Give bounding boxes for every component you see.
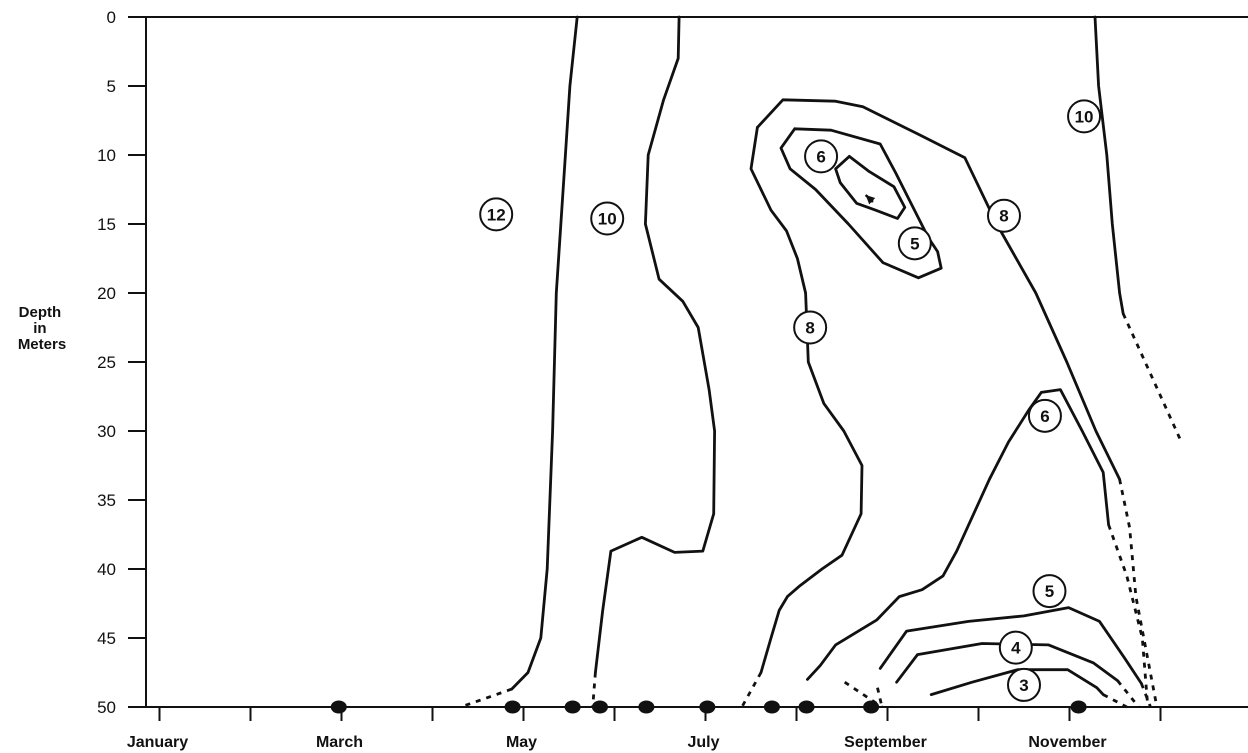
y-axis-title-line: Depth xyxy=(19,304,62,321)
contour-label: 6 xyxy=(1027,398,1062,433)
sample-marker xyxy=(591,700,608,714)
y-axis-title: Depth in Meters xyxy=(18,304,66,353)
isoline-5-dashed xyxy=(1140,682,1152,708)
x-month-label: September xyxy=(844,734,927,751)
y-tick-label: 35 xyxy=(97,491,116,510)
contour-label: 10 xyxy=(1067,99,1102,134)
sample-marker xyxy=(798,700,815,714)
y-tick-label: 50 xyxy=(97,698,116,717)
x-month-label: March xyxy=(316,734,363,751)
contour-labels: 12 10 10 8 8 6 6 5 5 4 3 xyxy=(479,99,1102,702)
isoline-10 xyxy=(594,15,716,674)
y-axis-title-line: Meters xyxy=(18,336,66,353)
contour-label-circle xyxy=(1067,99,1102,134)
contour-label-circle xyxy=(986,198,1021,233)
isoline-3 xyxy=(929,668,1105,696)
contour-label-circle xyxy=(804,139,839,174)
sample-marker xyxy=(1070,700,1087,714)
isoline-12 xyxy=(510,15,579,691)
isoline-5 xyxy=(878,606,1143,685)
contour-label-text: 12 xyxy=(487,205,506,224)
contour-label-text: 5 xyxy=(910,234,919,253)
y-axis-title-line: in xyxy=(33,320,46,337)
contour-label-text: 10 xyxy=(598,209,617,228)
x-month-label: July xyxy=(687,734,719,751)
sample-marker xyxy=(638,700,655,714)
contour-label: 10 xyxy=(590,201,625,236)
contour-label-text: 6 xyxy=(816,147,825,166)
isoline-6 xyxy=(806,388,1110,681)
isoline-8-dashed xyxy=(1118,479,1159,708)
x-axis: January March May July September November xyxy=(127,707,1162,751)
contour-label-circle xyxy=(897,226,932,261)
isoline-8-dashed xyxy=(740,671,763,708)
isoline-10 xyxy=(1093,15,1125,316)
y-tick-label: 5 xyxy=(107,77,116,96)
contour-label: 5 xyxy=(897,226,932,261)
contour-label-circle xyxy=(590,201,625,236)
contour-label: 8 xyxy=(793,310,828,345)
y-tick-label: 30 xyxy=(97,422,116,441)
contour-label-text: 3 xyxy=(1019,676,1028,695)
x-month-label: May xyxy=(506,734,537,751)
isoline-5 xyxy=(834,154,907,220)
contour-label: 5 xyxy=(1032,574,1067,609)
y-tick-label: 40 xyxy=(97,560,116,579)
isolines xyxy=(460,15,1183,709)
contour-label: 12 xyxy=(479,197,514,232)
y-axis: 0 5 10 15 20 25 30 35 40 45 50 xyxy=(97,8,146,717)
contour-label-text: 10 xyxy=(1075,107,1094,126)
isoline-3-dashed xyxy=(1102,693,1128,709)
y-tick-label: 45 xyxy=(97,629,116,648)
sample-marker xyxy=(699,700,716,714)
contour-label-text: 8 xyxy=(805,319,814,338)
contour-label-circle xyxy=(479,197,514,232)
contour-label-text: 4 xyxy=(1011,639,1021,658)
sample-marker xyxy=(564,700,581,714)
isoline-10-dashed xyxy=(1121,313,1183,443)
x-month-label: November xyxy=(1028,734,1106,751)
contour-label: 4 xyxy=(998,630,1033,665)
contour-label-circle xyxy=(1007,667,1041,702)
y-tick-label: 10 xyxy=(97,146,116,165)
sample-marker xyxy=(763,700,780,714)
isoline-8 xyxy=(749,126,864,674)
contour-label-text: 5 xyxy=(1045,582,1054,601)
isoline-8 xyxy=(756,98,1121,481)
contour-label-circle xyxy=(793,310,828,345)
contour-label-circle xyxy=(1032,574,1067,609)
contour-label-circle xyxy=(998,630,1033,665)
isoline-0-dashed xyxy=(876,687,884,708)
y-tick-label: 15 xyxy=(97,215,116,234)
contour-label-text: 6 xyxy=(1040,407,1049,426)
contour-label: 8 xyxy=(986,198,1021,233)
isoline-12-dashed xyxy=(460,687,513,709)
sample-marker xyxy=(330,700,347,714)
arrow-head xyxy=(865,195,876,205)
y-tick-label: 0 xyxy=(107,8,116,27)
sample-marker xyxy=(504,700,521,714)
y-tick-label: 25 xyxy=(97,353,116,372)
contour-label: 6 xyxy=(804,139,839,174)
y-tick-label: 20 xyxy=(97,284,116,303)
contour-label: 3 xyxy=(1007,667,1041,702)
isoline-4-dashed xyxy=(1116,679,1140,708)
x-month-label: January xyxy=(127,734,188,751)
sample-marker xyxy=(863,700,880,714)
contour-label-text: 8 xyxy=(999,207,1008,226)
isoline-10-dashed xyxy=(591,672,597,708)
sample-markers xyxy=(330,700,1087,714)
contour-label-circle xyxy=(1027,398,1062,433)
isoline-6 xyxy=(779,127,943,280)
